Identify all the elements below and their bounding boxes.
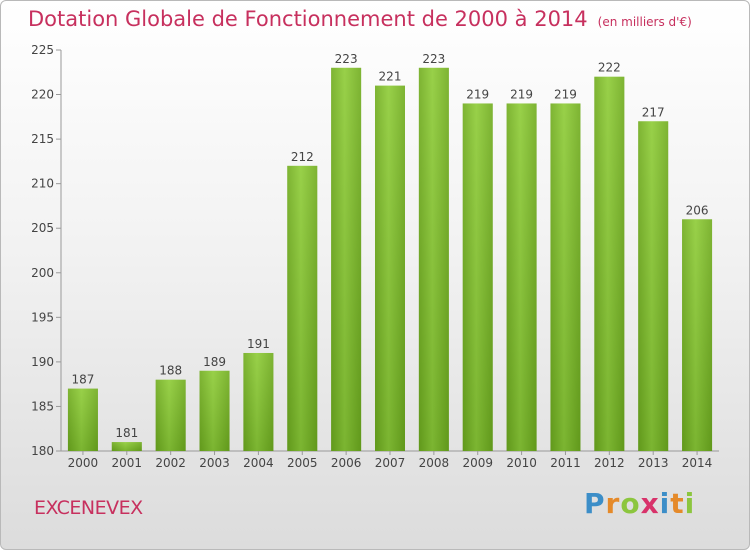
bar-shade-2003 — [199, 370, 230, 451]
x-tick-label-2006: 2006 — [331, 456, 362, 470]
value-label-2012: 222 — [598, 61, 621, 75]
y-tick-label: 185 — [31, 399, 54, 413]
y-tick-label: 180 — [31, 444, 54, 458]
x-tick-label-2010: 2010 — [506, 456, 537, 470]
y-tick-label: 205 — [31, 221, 54, 235]
y-tick-label: 200 — [31, 266, 54, 280]
value-label-2003: 189 — [203, 355, 226, 369]
bar-shade-2008 — [418, 67, 449, 452]
bar-shade-2000 — [67, 388, 98, 451]
bar-shade-2002 — [155, 379, 186, 451]
bar-shade-2011 — [550, 103, 581, 451]
value-label-2000: 187 — [71, 373, 94, 387]
x-tick-label-2013: 2013 — [638, 456, 669, 470]
value-label-2013: 217 — [642, 105, 665, 119]
proxiti-logo[interactable]: Proxiti — [584, 487, 696, 520]
value-label-2007: 221 — [379, 70, 402, 84]
bar-shade-2012 — [594, 76, 625, 451]
bar-shade-2007 — [375, 85, 405, 452]
chart-subtitle: (en milliers d'€) — [597, 15, 692, 29]
value-label-2009: 219 — [466, 87, 489, 101]
x-tick-label-2001: 2001 — [112, 456, 143, 470]
x-tick-label-2007: 2007 — [375, 456, 406, 470]
bar-shade-2005 — [287, 165, 318, 451]
bar-shade-2010 — [506, 103, 537, 451]
y-tick-label: 220 — [31, 88, 54, 102]
x-tick-label-2002: 2002 — [155, 456, 186, 470]
x-tick-label-2012: 2012 — [594, 456, 625, 470]
value-label-2010: 219 — [510, 87, 533, 101]
value-label-2005: 212 — [291, 150, 314, 164]
bar-shade-2006 — [331, 67, 362, 452]
x-tick-label-2004: 2004 — [243, 456, 274, 470]
x-tick-label-2008: 2008 — [419, 456, 450, 470]
value-label-2001: 181 — [115, 426, 138, 440]
y-tick-label: 225 — [31, 43, 54, 57]
x-tick-label-2005: 2005 — [287, 456, 318, 470]
bar-shade-2009 — [462, 103, 493, 451]
x-tick-label-2009: 2009 — [462, 456, 493, 470]
place-name: EXCENEVEX — [34, 497, 143, 519]
value-label-2002: 188 — [159, 364, 182, 378]
bar-shade-2004 — [243, 352, 274, 451]
x-tick-label-2003: 2003 — [199, 456, 230, 470]
y-tick-label: 215 — [31, 132, 54, 146]
bar-shade-2014 — [682, 219, 713, 451]
chart-title-text: Dotation Globale de Fonctionnement de 20… — [28, 7, 588, 31]
y-tick-label: 195 — [31, 310, 54, 324]
value-label-2011: 219 — [554, 87, 577, 101]
x-tick-label-2000: 2000 — [68, 456, 99, 470]
y-tick-label: 190 — [31, 355, 54, 369]
value-label-2014: 206 — [686, 203, 709, 217]
bar-chart: 180 185 190 195 200 205 210 215 220 225 187 2000 181… — [31, 43, 719, 470]
bar-shade-2001 — [111, 442, 142, 451]
y-tick-label: 210 — [31, 177, 54, 191]
bar-shade-2013 — [638, 121, 669, 452]
value-label-2004: 191 — [247, 337, 270, 351]
x-tick-label-2014: 2014 — [682, 456, 713, 470]
value-label-2008: 223 — [422, 52, 445, 66]
value-label-2006: 223 — [335, 52, 358, 66]
x-tick-label-2011: 2011 — [550, 456, 581, 470]
chart-title: Dotation Globale de Fonctionnement de 20… — [28, 7, 692, 31]
